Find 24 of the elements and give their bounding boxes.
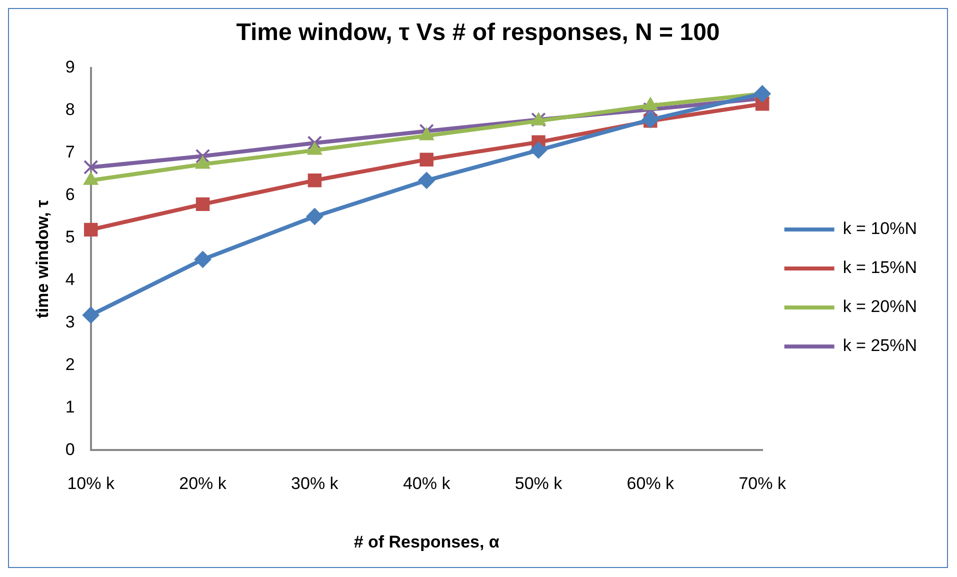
legend-label: k = 15%N [842, 258, 918, 278]
y-tick-label: 7 [65, 142, 75, 162]
x-tick-label: 10% k [67, 474, 115, 494]
y-tick-label: 2 [65, 354, 75, 374]
y-tick-label: 1 [65, 397, 75, 416]
legend-label: k = 20%N [842, 297, 918, 316]
x-tick-label: 20% k [179, 474, 227, 494]
legend-label: k = 10%N [842, 219, 918, 238]
y-tick-label: 6 [65, 184, 75, 204]
x-tick-label: 70% k [738, 474, 786, 494]
y-axis-title: time window, τ [32, 199, 52, 318]
y-tick-label: 9 [65, 57, 75, 76]
legend-label: k = 25%N [842, 336, 918, 356]
x-tick-label: 40% k [402, 474, 451, 494]
y-tick-label: 0 [65, 440, 75, 459]
y-tick-label: 5 [65, 227, 75, 246]
y-tick-label: 4 [65, 270, 75, 289]
x-tick-label: 60% k [626, 474, 675, 494]
y-tick-label: 8 [65, 100, 75, 119]
chart-title: Time window, τ Vs # of responses, N = 100 [236, 19, 720, 46]
x-tick-label: 30% k [291, 474, 339, 494]
x-axis-title: # of Responses, α [354, 532, 500, 552]
x-tick-label: 50% k [514, 474, 563, 494]
y-tick-label: 3 [65, 312, 75, 332]
